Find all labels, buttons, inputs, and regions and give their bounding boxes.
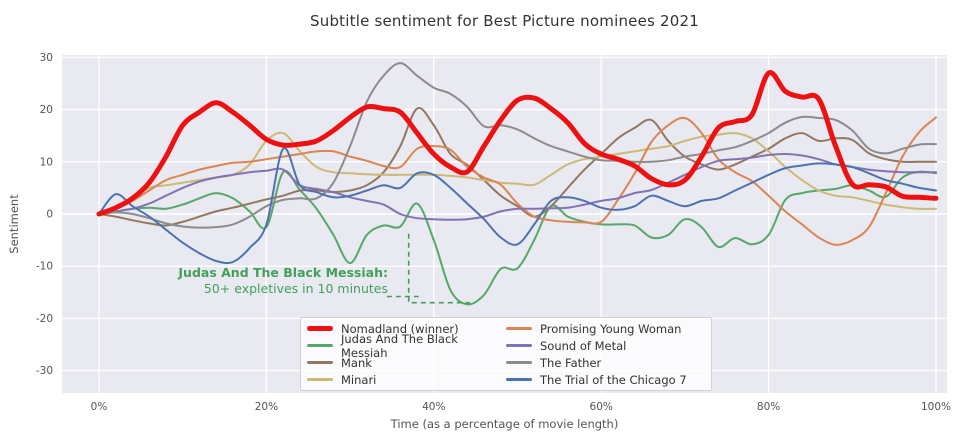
y-tick-label: 10 — [40, 156, 53, 168]
legend-item-mank: Mank — [307, 356, 506, 370]
legend-label: Sound of Metal — [540, 338, 627, 353]
legend-item-minari: Minari — [307, 373, 506, 387]
series-line-mank — [98, 107, 937, 227]
legend-item-the-father: The Father — [506, 356, 705, 370]
series-line-sound-of-metal — [98, 152, 937, 221]
legend-swatch — [307, 326, 333, 331]
legend-swatch — [307, 378, 333, 381]
x-tick-label: 100% — [921, 401, 951, 413]
legend-swatch — [506, 378, 532, 381]
legend-label: Promising Young Woman — [540, 321, 682, 336]
y-axis-label: Sentiment — [7, 194, 21, 254]
y-tick-label: 20 — [40, 104, 53, 116]
x-tick-label: 20% — [255, 401, 278, 413]
series-line-promising-young-woman — [98, 116, 937, 246]
annotation-line2: 50+ expletives in 10 minutes — [203, 280, 388, 296]
legend-swatch — [506, 361, 532, 364]
series-line-nomadland-winner — [96, 70, 939, 217]
legend-label: The Father — [540, 355, 602, 370]
x-axis-label: Time (as a percentage of movie length) — [390, 417, 619, 431]
y-tick-label: 0 — [46, 209, 53, 221]
series-line-judas-and-the-black-messiah — [98, 169, 937, 306]
x-tick-label: 80% — [757, 401, 780, 413]
legend-swatch — [307, 344, 333, 347]
legend-swatch — [307, 361, 333, 364]
annotation-connector — [407, 233, 470, 304]
y-tick-label: 30 — [40, 52, 53, 64]
series-group — [96, 62, 939, 306]
series-line-minari — [98, 131, 937, 215]
y-tick-label: -10 — [36, 261, 53, 273]
series-line-the-trial-of-the-chicago-7 — [98, 147, 937, 265]
legend-label: Judas And The Black Messiah — [341, 331, 458, 360]
annotation-line1: Judas And The Black Messiah: — [178, 265, 388, 280]
legend-label: The Trial of the Chicago 7 — [540, 372, 687, 387]
legend-label: Nomadland (winner) — [341, 321, 459, 336]
annotation-judas: Judas And The Black Messiah: 50+ expleti… — [178, 265, 388, 296]
legend-item-judas-and-the-black-messiah: Judas And The Black Messiah — [307, 332, 506, 360]
series-line-the-father — [98, 62, 937, 229]
legend-item-the-trial-of-the-chicago-7: The Trial of the Chicago 7 — [506, 373, 705, 387]
x-tick-label: 40% — [422, 401, 445, 413]
chart-title: Subtitle sentiment for Best Picture nomi… — [310, 12, 699, 30]
legend-item-promising-young-woman: Promising Young Woman — [506, 322, 705, 336]
y-tick-label: -20 — [36, 313, 53, 325]
legend-item-nomadland-winner: Nomadland (winner) — [307, 322, 506, 336]
legend-swatch — [506, 327, 532, 330]
legend-label: Mank — [341, 355, 372, 370]
legend-label: Minari — [341, 372, 377, 387]
x-tick-label: 60% — [590, 401, 613, 413]
legend-item-sound-of-metal: Sound of Metal — [506, 339, 705, 353]
legend: Nomadland (winner) Judas And The Black Me… — [300, 317, 712, 391]
y-tick-label: -30 — [36, 365, 53, 377]
x-tick-label: 0% — [91, 401, 108, 413]
legend-swatch — [506, 344, 532, 347]
